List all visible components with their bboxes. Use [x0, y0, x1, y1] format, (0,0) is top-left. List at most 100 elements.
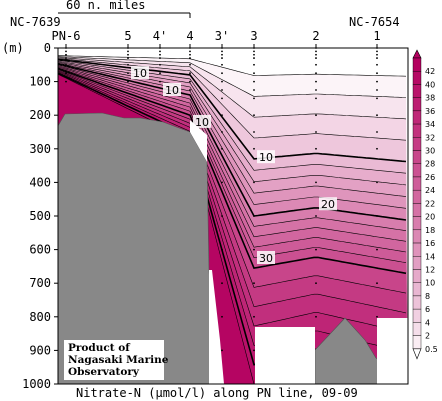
sample-dot	[376, 53, 378, 56]
sample-dot	[221, 147, 223, 150]
isoline-24	[58, 65, 407, 242]
scale-bar-label: 60 n. miles	[66, 0, 145, 12]
colorbar-label-17: 8	[425, 292, 430, 301]
sample-dot	[253, 97, 255, 100]
colorbar-label-6: 30	[425, 147, 435, 156]
sample-dot	[376, 114, 378, 117]
sample-dot	[221, 248, 223, 251]
sample-dot	[376, 215, 378, 217]
colorbar-cell-1	[412, 71, 422, 85]
sample-dot	[376, 147, 378, 150]
sample-dot	[253, 315, 255, 318]
sample-dot	[159, 72, 161, 75]
sample-dot	[315, 72, 317, 75]
contour-label-bg	[319, 197, 337, 211]
contour-label-2: 10	[195, 116, 209, 129]
sample-dot	[159, 53, 161, 56]
credit-line-1: Product of	[68, 342, 131, 354]
sample-dot	[253, 282, 255, 285]
colorbar-label-21: 0.5	[425, 345, 438, 354]
colorbar-cell-17	[412, 282, 422, 297]
colorbar-cell-20	[412, 322, 422, 336]
sample-dot	[221, 63, 223, 66]
colorbar-cell-6	[412, 137, 422, 151]
y-tick-label-2: 200	[29, 108, 51, 122]
sample-dot	[253, 57, 255, 59]
sample-dot	[189, 89, 191, 91]
sample-dot	[315, 89, 317, 91]
isoline-10	[58, 58, 407, 163]
sample-dot	[221, 282, 223, 285]
sample-dot	[221, 80, 223, 83]
sample-dot	[221, 97, 223, 100]
sample-dot	[253, 349, 255, 352]
contour-label-0: 10	[133, 67, 147, 80]
sample-dot	[315, 50, 317, 53]
contour-label-1: 10	[165, 84, 179, 97]
sample-dot	[253, 50, 255, 53]
colorbar-label-7: 28	[425, 160, 435, 169]
isolines	[58, 55, 407, 384]
sample-dot	[127, 72, 129, 75]
sample-dot	[65, 50, 67, 53]
sample-dot	[221, 89, 223, 91]
colorbar-cell-18	[412, 295, 422, 310]
sample-dot	[315, 147, 317, 150]
plot-area	[58, 48, 408, 384]
no-data-gap-upper	[190, 120, 207, 162]
colorbar-arrow-top	[412, 49, 422, 59]
isoline-34	[58, 70, 407, 314]
y-tick-label-1: 100	[29, 75, 51, 89]
credit-box: Product of Nagasaki Marine Observatory	[64, 340, 169, 380]
colorbar-label-14: 14	[425, 252, 435, 261]
y-tick-label-3: 300	[29, 142, 51, 156]
sample-dot	[315, 80, 317, 83]
sample-dot	[253, 215, 255, 217]
colorbar-cell-4	[412, 110, 422, 125]
scale-bar: 60 n. miles	[58, 0, 191, 18]
sample-dot	[221, 181, 223, 184]
sample-dot	[315, 97, 317, 100]
isoline-26	[58, 66, 407, 253]
isoline-8	[58, 58, 407, 141]
sample-dot	[253, 181, 255, 184]
colorbar-label-18: 6	[425, 305, 430, 314]
colorbar-label-13: 16	[425, 239, 435, 248]
colorbar-label-1: 40	[425, 80, 435, 89]
sample-dot	[376, 72, 378, 75]
sample-dot	[376, 181, 378, 184]
sample-dot	[65, 57, 67, 59]
isoline-12	[58, 60, 407, 174]
sample-dot	[253, 53, 255, 56]
contour-label-bg	[257, 150, 275, 164]
sample-dot	[376, 282, 378, 285]
isoline-2	[58, 55, 407, 77]
isoline-30	[58, 67, 407, 275]
contour-label-bg	[257, 251, 275, 264]
sample-dot	[376, 131, 378, 133]
contour-labels: 10 10 10 10 20 30	[131, 66, 337, 265]
chart-title: Nitrate-N (μmol/l) along PN line, 09-09	[76, 386, 358, 400]
colorbar-cell-16	[412, 269, 422, 283]
colorbar-label-2: 38	[425, 94, 435, 103]
colorbar-label-5: 32	[425, 133, 435, 142]
y-tick-label-6: 600	[29, 243, 51, 257]
sample-dot	[127, 53, 129, 56]
colorbar-cell-13	[412, 229, 422, 244]
sample-dot	[376, 57, 378, 59]
isoline-28	[58, 67, 407, 263]
colorbar-label-10: 22	[425, 199, 435, 208]
colorbar-label-12: 18	[425, 226, 435, 235]
colorbar-cell-11	[412, 203, 422, 217]
sample-dot	[253, 114, 255, 117]
station-id-left: NC-7639	[10, 15, 61, 29]
colorbar-cell-15	[412, 256, 422, 270]
sample-dot	[253, 131, 255, 133]
sample-dot	[189, 53, 191, 56]
y-axis: 0 100 200 300 400 500 600 700 800 900 1000	[22, 41, 58, 391]
sample-dot	[376, 50, 378, 53]
sample-dot	[315, 131, 317, 133]
station-label-1: 5	[124, 29, 131, 43]
y-tick-label-7: 700	[29, 276, 51, 290]
isoline-18	[58, 62, 407, 209]
